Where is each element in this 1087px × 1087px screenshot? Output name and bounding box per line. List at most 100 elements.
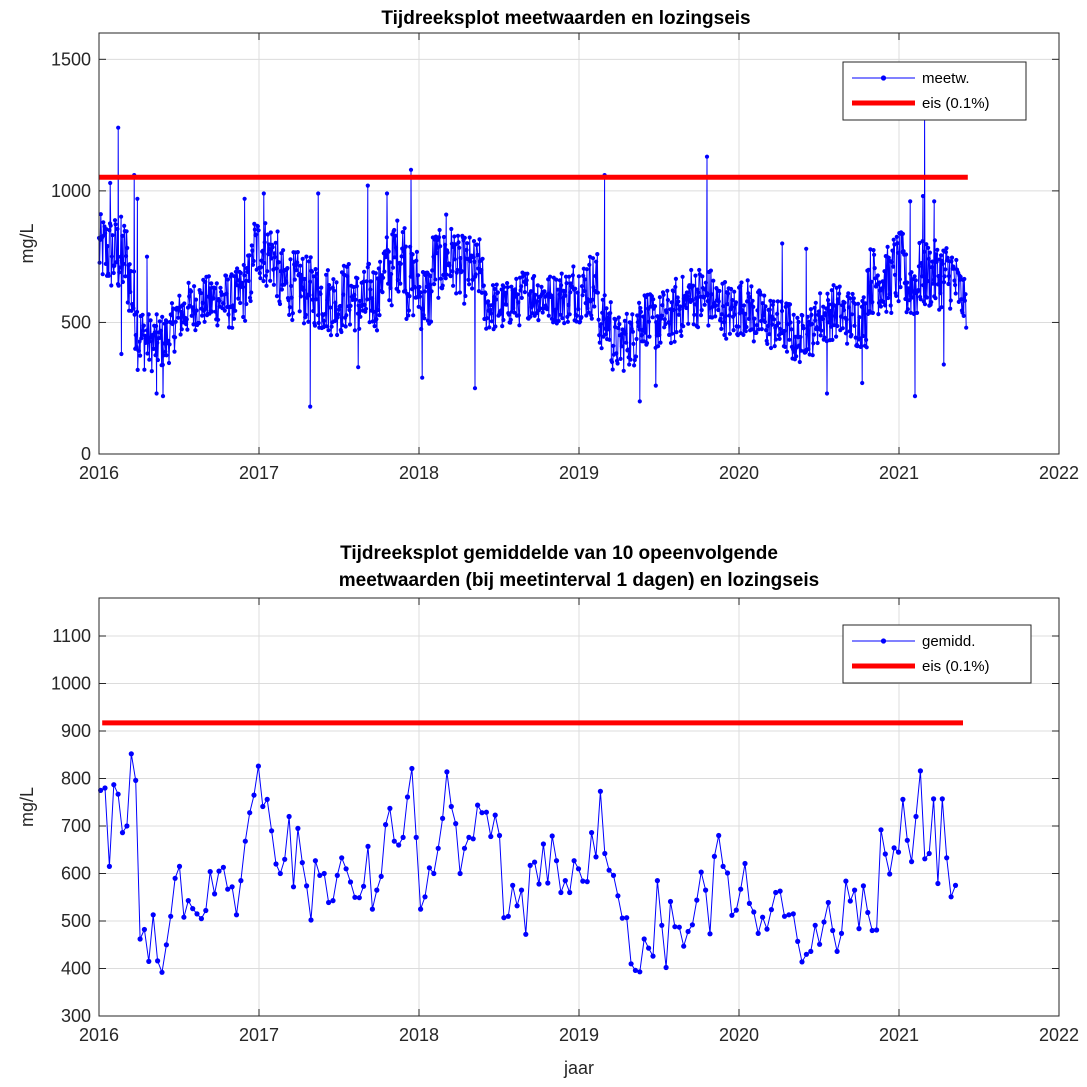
- data-point: [670, 331, 675, 336]
- y-tick-label: 300: [61, 1006, 91, 1026]
- data-point: [579, 284, 585, 289]
- data-point: [681, 943, 687, 949]
- data-point: [678, 304, 683, 309]
- data-point: [861, 295, 866, 300]
- data-point: [627, 362, 632, 367]
- data-point: [563, 274, 569, 279]
- data-point: [961, 313, 966, 318]
- data-point: [597, 333, 602, 338]
- data-point: [836, 301, 841, 306]
- data-point: [396, 289, 401, 294]
- data-point: [472, 386, 478, 391]
- data-point: [216, 868, 222, 874]
- data-point: [948, 894, 954, 900]
- data-point: [464, 247, 469, 253]
- data-point: [648, 304, 653, 309]
- data-point: [151, 346, 156, 351]
- data-point: [488, 833, 494, 840]
- data-point: [184, 322, 189, 327]
- data-point: [668, 307, 673, 312]
- data-point: [606, 327, 611, 332]
- data-point: [613, 317, 618, 322]
- data-point: [190, 906, 196, 912]
- data-point: [535, 283, 540, 288]
- data-point: [159, 969, 165, 975]
- data-point: [636, 324, 641, 329]
- data-point: [767, 307, 772, 312]
- data-point: [886, 255, 891, 260]
- data-point: [924, 242, 929, 247]
- data-point: [235, 278, 240, 283]
- data-point: [663, 964, 669, 971]
- data-point: [438, 244, 443, 249]
- data-point: [123, 254, 129, 259]
- data-point: [788, 320, 793, 325]
- data-point: [309, 269, 315, 274]
- data-point: [172, 349, 177, 354]
- y-tick-label: 0: [81, 444, 91, 464]
- y-tick-label: 1000: [51, 674, 91, 694]
- data-point: [589, 316, 594, 321]
- data-point: [758, 292, 763, 297]
- data-point: [812, 922, 818, 928]
- data-point: [127, 262, 132, 267]
- data-point: [631, 341, 636, 346]
- data-point: [241, 314, 246, 320]
- data-point: [107, 228, 112, 233]
- bottom-panel: 2016 2017 2018 2019 2020 2021 2022 300 400 500 600…: [17, 543, 1079, 1078]
- data-point: [429, 289, 434, 294]
- data-point: [287, 312, 292, 317]
- data-point: [365, 297, 370, 302]
- data-point: [158, 335, 163, 340]
- data-point: [227, 325, 232, 330]
- data-point: [948, 306, 953, 311]
- data-point: [487, 325, 492, 330]
- data-point: [428, 319, 434, 324]
- data-point: [312, 858, 318, 864]
- data-point: [661, 292, 666, 297]
- data-point: [846, 291, 851, 296]
- data-point: [659, 313, 664, 318]
- data-point: [703, 280, 709, 285]
- data-point: [824, 306, 829, 311]
- data-point: [839, 314, 844, 319]
- data-point: [116, 125, 121, 130]
- data-point: [593, 273, 598, 279]
- data-point: [894, 234, 899, 239]
- data-point: [387, 805, 393, 812]
- data-point: [896, 299, 901, 304]
- data-point: [678, 329, 683, 334]
- data-point: [295, 250, 300, 255]
- data-point: [667, 321, 672, 326]
- data-point: [952, 278, 957, 283]
- data-point: [582, 288, 587, 294]
- data-point: [573, 286, 578, 291]
- data-point: [377, 313, 382, 318]
- data-point: [639, 333, 644, 338]
- data-point: [245, 269, 250, 274]
- data-point: [308, 917, 314, 923]
- data-point: [467, 235, 472, 240]
- data-point: [269, 828, 275, 834]
- data-point: [829, 288, 834, 293]
- data-point: [389, 272, 394, 277]
- data-point: [134, 309, 140, 314]
- data-point: [703, 887, 709, 893]
- data-point: [856, 926, 862, 932]
- data-point: [101, 220, 106, 225]
- data-point: [198, 916, 204, 922]
- data-point: [812, 305, 817, 310]
- data-point: [403, 288, 408, 293]
- data-point: [776, 321, 781, 326]
- data-point: [109, 254, 114, 259]
- data-point: [326, 899, 332, 906]
- data-point: [388, 285, 393, 291]
- data-point: [916, 264, 922, 269]
- data-point: [887, 871, 893, 877]
- data-point: [599, 346, 604, 351]
- data-point: [857, 336, 863, 341]
- data-point: [926, 256, 931, 261]
- data-point: [743, 311, 748, 316]
- data-point: [355, 311, 361, 316]
- data-point: [582, 277, 588, 282]
